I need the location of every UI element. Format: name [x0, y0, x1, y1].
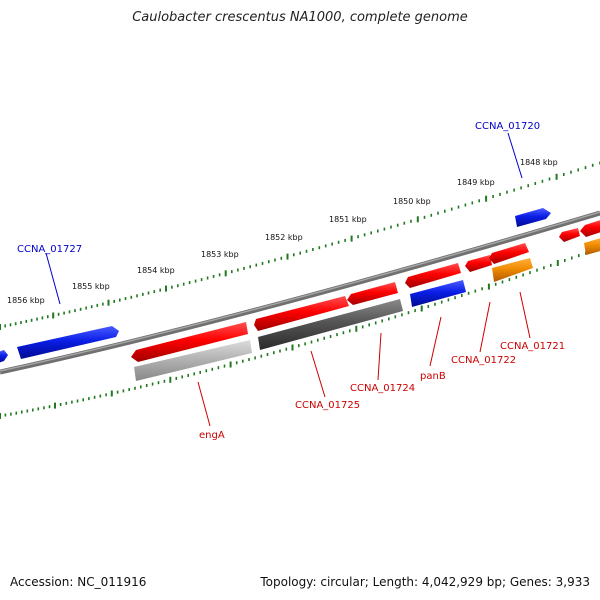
tick-label-1850: 1850 kbp — [393, 197, 431, 206]
scale-tick-labels: 1848 kbp 1849 kbp 1850 kbp 1851 kbp 1852… — [7, 158, 558, 305]
gene-label-ccna-01720[interactable]: CCNA_01720 — [475, 121, 540, 132]
leader-ccna-01720 — [507, 132, 523, 179]
tick-label-1852: 1852 kbp — [265, 233, 303, 242]
leader-engA — [197, 381, 211, 427]
genome-backbone — [0, 210, 600, 375]
label-leader-lines — [45, 132, 531, 427]
map-title: Caulobacter crescentus NA1000, complete … — [132, 10, 468, 25]
gene-arrow-red-1[interactable] — [131, 322, 248, 362]
leader-ccna-01727 — [45, 252, 61, 305]
gene-arrow-blue-left-edge[interactable] — [0, 350, 8, 363]
gene-arrow-ccna-01720[interactable] — [515, 208, 551, 227]
tick-label-1848: 1848 kbp — [520, 158, 558, 167]
genes-outer-strand — [0, 208, 600, 363]
tick-label-1851: 1851 kbp — [329, 215, 367, 224]
gene-arrow-panB[interactable] — [410, 280, 466, 307]
tick-label-1853: 1853 kbp — [201, 250, 239, 259]
inner-scale-ring — [0, 246, 600, 419]
gene-arrow-red-6[interactable] — [489, 243, 529, 264]
gene-arrow-red-7[interactable] — [559, 228, 580, 242]
gene-label-ccna-01721[interactable]: CCNA_01721 — [500, 341, 565, 352]
gene-label-ccna-01727[interactable]: CCNA_01727 — [17, 244, 82, 255]
accession-text: Accession: NC_011916 — [10, 575, 147, 589]
gene-arrow-ccna-01722[interactable] — [492, 258, 533, 282]
leader-ccna-01724 — [377, 332, 382, 381]
gene-labels: CCNA_01720 CCNA_01727 CCNA_01721 CCNA_01… — [17, 121, 565, 441]
gene-label-engA[interactable]: engA — [199, 430, 225, 441]
gene-arrow-red-2[interactable] — [254, 296, 349, 331]
gene-label-panB[interactable]: panB — [420, 371, 446, 382]
outer-scale-ring — [0, 161, 600, 330]
gene-arrow-ccna-01727[interactable] — [17, 326, 119, 359]
gene-arrow-red-4[interactable] — [405, 263, 461, 288]
gene-arrow-red-8[interactable] — [580, 219, 600, 237]
leader-ccna-01721 — [519, 291, 531, 339]
gene-arrow-red-3[interactable] — [347, 282, 398, 305]
gene-arrow-engA[interactable] — [134, 340, 252, 381]
genome-summary-text: Topology: circular; Length: 4,042,929 bp… — [260, 575, 590, 589]
gene-label-ccna-01724[interactable]: CCNA_01724 — [350, 383, 415, 394]
tick-label-1856: 1856 kbp — [7, 296, 45, 305]
gene-label-ccna-01722[interactable]: CCNA_01722 — [451, 355, 516, 366]
gene-arrow-ccna-01721[interactable] — [584, 237, 600, 255]
gene-arrow-ccna-01725[interactable] — [258, 299, 403, 350]
leader-ccna-01725 — [310, 350, 326, 398]
leader-panB — [429, 316, 442, 367]
genes-inner-strand — [134, 237, 600, 381]
tick-label-1855: 1855 kbp — [72, 282, 110, 291]
tick-label-1849: 1849 kbp — [457, 178, 495, 187]
tick-label-1854: 1854 kbp — [137, 266, 175, 275]
gene-arrow-red-5[interactable] — [465, 255, 492, 272]
leader-ccna-01722 — [479, 301, 491, 353]
gene-label-ccna-01725[interactable]: CCNA_01725 — [295, 400, 360, 411]
